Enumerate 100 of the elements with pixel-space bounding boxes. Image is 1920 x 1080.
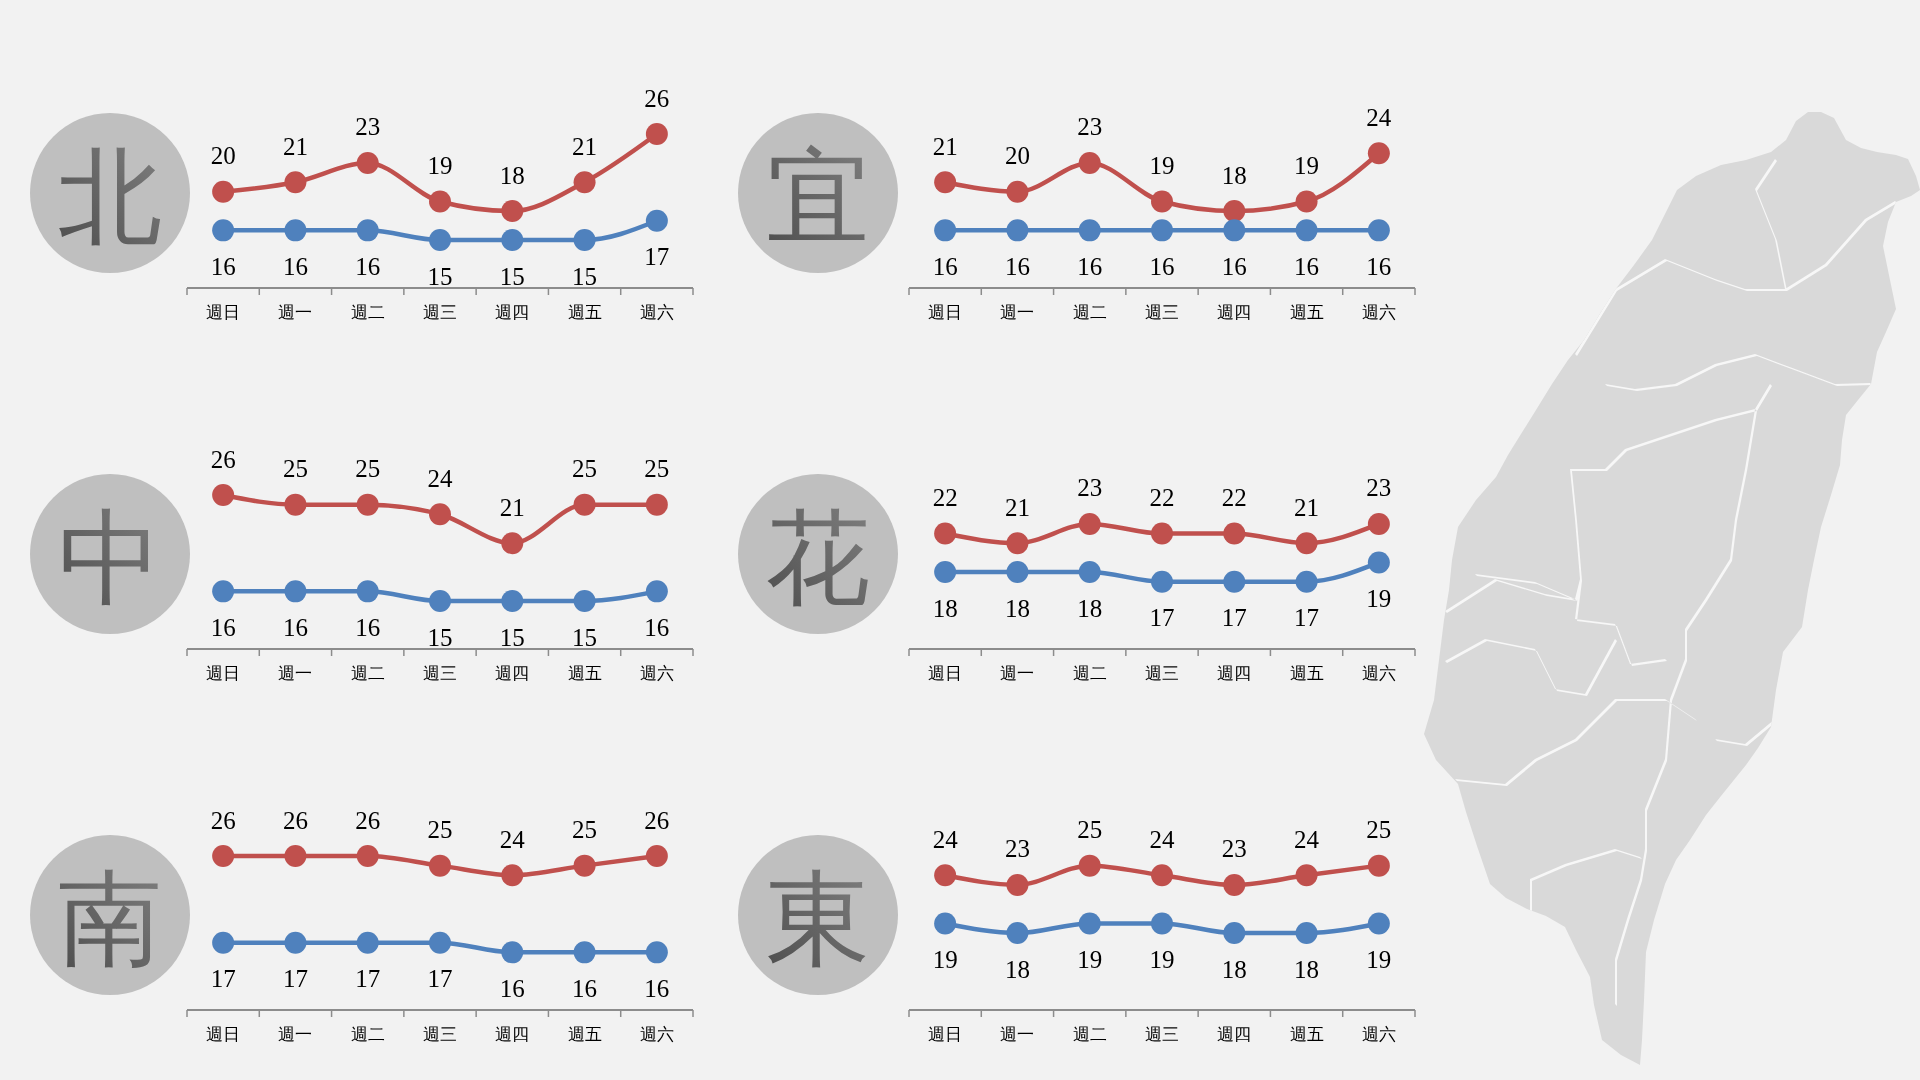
point [1151,570,1173,593]
point [1295,190,1318,213]
point [1367,551,1390,574]
point [356,151,379,174]
x-tick-label: 週日 [206,302,241,322]
x-tick-label: 週日 [928,302,963,322]
x-tick-label: 週一 [1000,1024,1035,1044]
x-tick-label: 週四 [1217,663,1252,683]
data-label: 16 [644,613,670,641]
point [573,941,596,964]
x-tick-label: 週五 [567,302,602,322]
data-label: 16 [1149,252,1175,280]
point [429,503,451,526]
point [573,590,596,612]
x-tick-label: 週六 [1361,1024,1396,1044]
data-label: 16 [355,252,381,280]
x-tick-label: 週六 [639,302,674,322]
point [573,493,596,516]
point [1151,522,1173,545]
data-label: 19 [1366,584,1392,612]
data-label: 21 [499,493,525,521]
point [356,219,379,242]
data-label: 21 [572,132,598,160]
point [573,229,596,251]
point [1223,200,1246,223]
x-tick-label: 週一 [278,663,313,683]
point [356,493,379,516]
chart-title: 南 [58,861,162,977]
point [934,912,957,935]
point [429,229,451,251]
point [501,229,524,251]
point [212,180,235,203]
data-label: 18 [1221,161,1247,189]
data-label: 21 [1294,493,1320,521]
point [1295,570,1318,593]
data-label: 16 [932,252,958,280]
data-label: 22 [1149,484,1175,512]
data-label: 16 [644,974,670,1002]
point [934,522,957,545]
point [429,931,451,954]
x-tick-label: 週二 [350,302,385,322]
point [1367,512,1390,535]
x-tick-label: 週四 [495,663,530,683]
x-tick-label: 週二 [1072,1024,1107,1044]
data-label: 16 [1294,252,1320,280]
point [501,941,524,964]
point [501,532,524,555]
data-label: 18 [499,161,525,189]
data-label: 20 [210,142,236,170]
point [1151,190,1173,213]
point [645,209,668,232]
data-label: 21 [932,132,958,160]
data-label: 23 [1221,835,1247,863]
point [934,171,957,194]
data-label: 18 [1077,594,1103,622]
data-label: 20 [1004,142,1030,170]
chart-title: 中 [58,500,162,616]
data-label: 25 [355,455,381,483]
point [1295,864,1318,887]
point [645,123,668,145]
data-label: 17 [1149,604,1175,632]
x-tick-label: 週一 [278,302,313,322]
data-label: 25 [572,816,598,844]
x-tick-label: 週四 [1217,302,1252,322]
data-label: 22 [1221,484,1247,512]
data-label: 16 [572,974,598,1002]
data-label: 26 [355,806,381,834]
x-tick-label: 週一 [1000,302,1035,322]
point [356,845,379,867]
data-label: 23 [1077,113,1103,141]
point [1006,532,1029,555]
data-label: 18 [1004,955,1030,983]
x-tick-label: 週六 [639,663,674,683]
x-tick-label: 週二 [1072,302,1107,322]
x-tick-label: 週三 [1145,663,1179,683]
point [1151,219,1173,242]
data-label: 16 [210,252,236,280]
data-label: 23 [1004,835,1030,863]
x-tick-label: 週二 [350,1024,385,1044]
point [212,219,235,242]
point [1223,219,1246,242]
point [212,580,235,603]
x-tick-label: 週五 [1289,1024,1324,1044]
data-label: 18 [1004,594,1030,622]
point [1006,922,1029,945]
x-tick-label: 週一 [278,1024,313,1044]
x-tick-label: 週六 [639,1024,674,1044]
x-tick-label: 週二 [1072,663,1107,683]
data-label: 19 [1149,945,1175,973]
point [1078,512,1101,535]
data-label: 25 [427,816,453,844]
x-tick-label: 週五 [567,663,602,683]
point [356,580,379,603]
data-label: 22 [932,484,958,512]
point [1078,912,1101,935]
point [429,854,451,877]
x-tick-label: 週六 [1361,663,1396,683]
point [1006,561,1029,584]
point [1367,912,1390,935]
point [1295,532,1318,555]
